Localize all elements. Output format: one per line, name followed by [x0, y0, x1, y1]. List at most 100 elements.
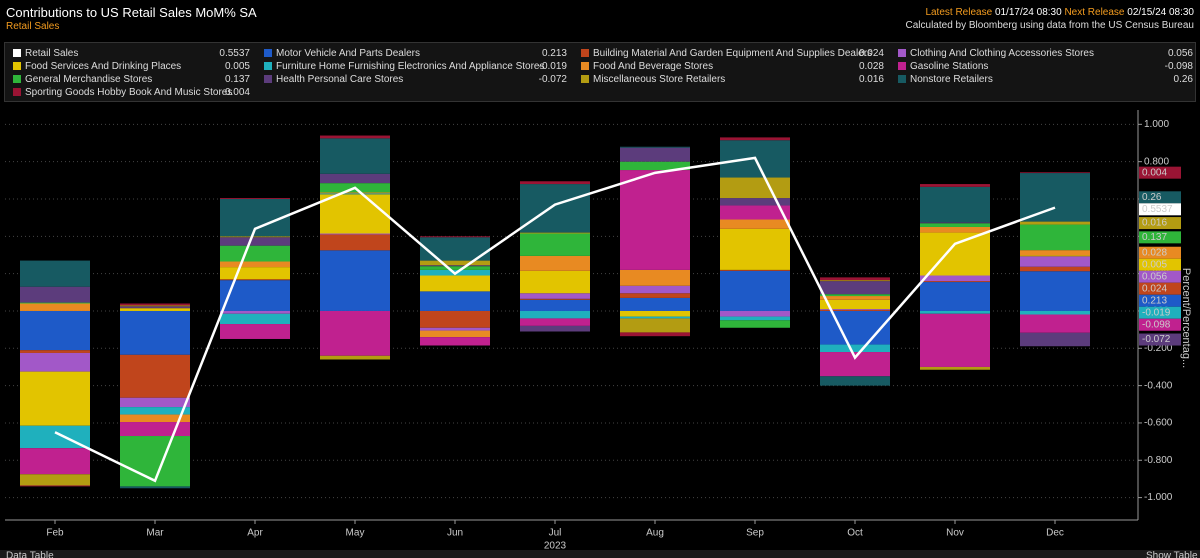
legend-value: 0.137: [224, 74, 250, 85]
legend-label: Miscellaneous Store Retailers: [593, 74, 726, 85]
value-label: 0.016: [1142, 218, 1167, 229]
bar-segment: [820, 280, 890, 282]
x-tick-label: Jun: [447, 528, 463, 539]
bar-segment: [520, 270, 590, 294]
legend-label: Gasoline Stations: [910, 61, 989, 72]
x-tick-label: Oct: [847, 528, 863, 539]
bar-segment: [220, 313, 290, 325]
bar-segment: [820, 309, 890, 311]
y-tick-label: 1.000: [1144, 119, 1169, 130]
legend: Retail Sales 0.5537 Motor Vehicle And Part…: [4, 42, 1196, 102]
x-tick-label: Nov: [946, 528, 964, 539]
bar-segment: [620, 147, 690, 162]
x-tick-label: Jul: [549, 528, 562, 539]
legend-value: 0.004: [224, 87, 250, 98]
bar-segment: [120, 305, 190, 307]
legend-label: Clothing And Clothing Accessories Stores: [910, 48, 1094, 59]
bar-segment: [920, 366, 990, 370]
legend-label: Health Personal Care Stores: [276, 74, 404, 85]
y-axis-label: Percent/Percentag...: [1180, 268, 1192, 368]
value-label-bg: [1139, 191, 1181, 204]
bar-segment: [520, 181, 590, 185]
legend-item: Retail Sales: [13, 48, 78, 59]
bar-segment: [420, 266, 490, 270]
bar-segment: [720, 205, 790, 220]
bar-segment: [920, 313, 990, 367]
bar-segment: [520, 310, 590, 319]
bar-segment: [520, 298, 590, 300]
bar-segment: [220, 267, 290, 280]
value-label-bg: [1139, 282, 1181, 295]
legend-swatch: [581, 49, 589, 57]
legend-swatch: [13, 62, 21, 70]
bar-segment: [920, 226, 990, 233]
bar-segment: [920, 275, 990, 282]
bar-segment: [320, 138, 390, 174]
legend-value: 0.016: [858, 74, 884, 85]
bar-segment: [220, 245, 290, 262]
next-date: 02/15/24 08:30: [1127, 7, 1194, 18]
legend-label: Food And Beverage Stores: [593, 61, 714, 72]
y-tick-label: -0.800: [1144, 455, 1173, 466]
value-label: 0.028: [1142, 247, 1167, 258]
bar-segment: [1020, 310, 1090, 315]
plot-background: [0, 103, 1200, 558]
bar-segment: [420, 291, 490, 311]
bar-segment: [120, 354, 190, 398]
bar-segment: [620, 316, 690, 319]
legend-value: 0.5537: [219, 48, 250, 59]
legend-item: Building Material And Garden Equipment A…: [581, 48, 872, 59]
x-tick-label: Mar: [146, 528, 164, 539]
bar-segment: [720, 320, 790, 328]
value-label: -0.072: [1142, 334, 1171, 345]
y-tick-label: -0.600: [1144, 418, 1173, 429]
bar-segment: [820, 310, 890, 311]
bar-segment: [820, 299, 890, 310]
bar-segment: [520, 232, 590, 234]
legend-item: Sporting Goods Hobby Book And Music Stor…: [13, 87, 232, 98]
value-label-bg: [1139, 217, 1181, 230]
legend-label: Sporting Goods Hobby Book And Music Stor…: [25, 87, 233, 98]
bar-segment: [20, 260, 90, 287]
bar-segment: [20, 371, 90, 426]
bar-segment: [420, 275, 490, 292]
legend-swatch: [264, 49, 272, 57]
bar-segment: [20, 310, 90, 351]
bar-segment: [420, 327, 490, 331]
legend-label: General Merchandise Stores: [25, 74, 153, 85]
bar-segment: [320, 173, 390, 184]
x-tick-label: May: [346, 528, 365, 539]
value-label: 0.004: [1142, 167, 1167, 178]
bar-segment: [320, 355, 390, 360]
legend-value: 0.024: [858, 48, 884, 59]
legend-swatch: [581, 75, 589, 83]
bar-segment: [420, 330, 490, 338]
bar-segment: [720, 228, 790, 270]
bar-segment: [820, 376, 890, 386]
bar-segment: [20, 448, 90, 475]
bar-segment: [420, 265, 490, 267]
bar-segment: [420, 337, 490, 346]
bar-segment: [920, 281, 990, 283]
next-label: Next Release: [1064, 7, 1125, 18]
legend-label: Food Services And Drinking Places: [25, 61, 182, 72]
legend-item: Food Services And Drinking Places: [13, 61, 181, 72]
bar-segment: [820, 281, 890, 295]
value-label-bg: [1139, 333, 1181, 346]
value-label-bg: [1139, 246, 1181, 259]
legend-item: Clothing And Clothing Accessories Stores: [898, 48, 1094, 59]
bar-segment: [120, 414, 190, 423]
bar-segment: [620, 269, 690, 286]
bar-segment: [520, 255, 590, 271]
value-label-bg: [1139, 258, 1181, 271]
bar-segment: [520, 233, 590, 256]
bar-segment: [1020, 271, 1090, 311]
bar-segment: [720, 316, 790, 321]
bar-segment: [920, 184, 990, 187]
bar-segment: [920, 282, 990, 311]
legend-item: General Merchandise Stores: [13, 74, 152, 85]
bar-segment: [620, 285, 690, 294]
bar-segment: [620, 170, 690, 270]
bar-segment: [620, 293, 690, 298]
